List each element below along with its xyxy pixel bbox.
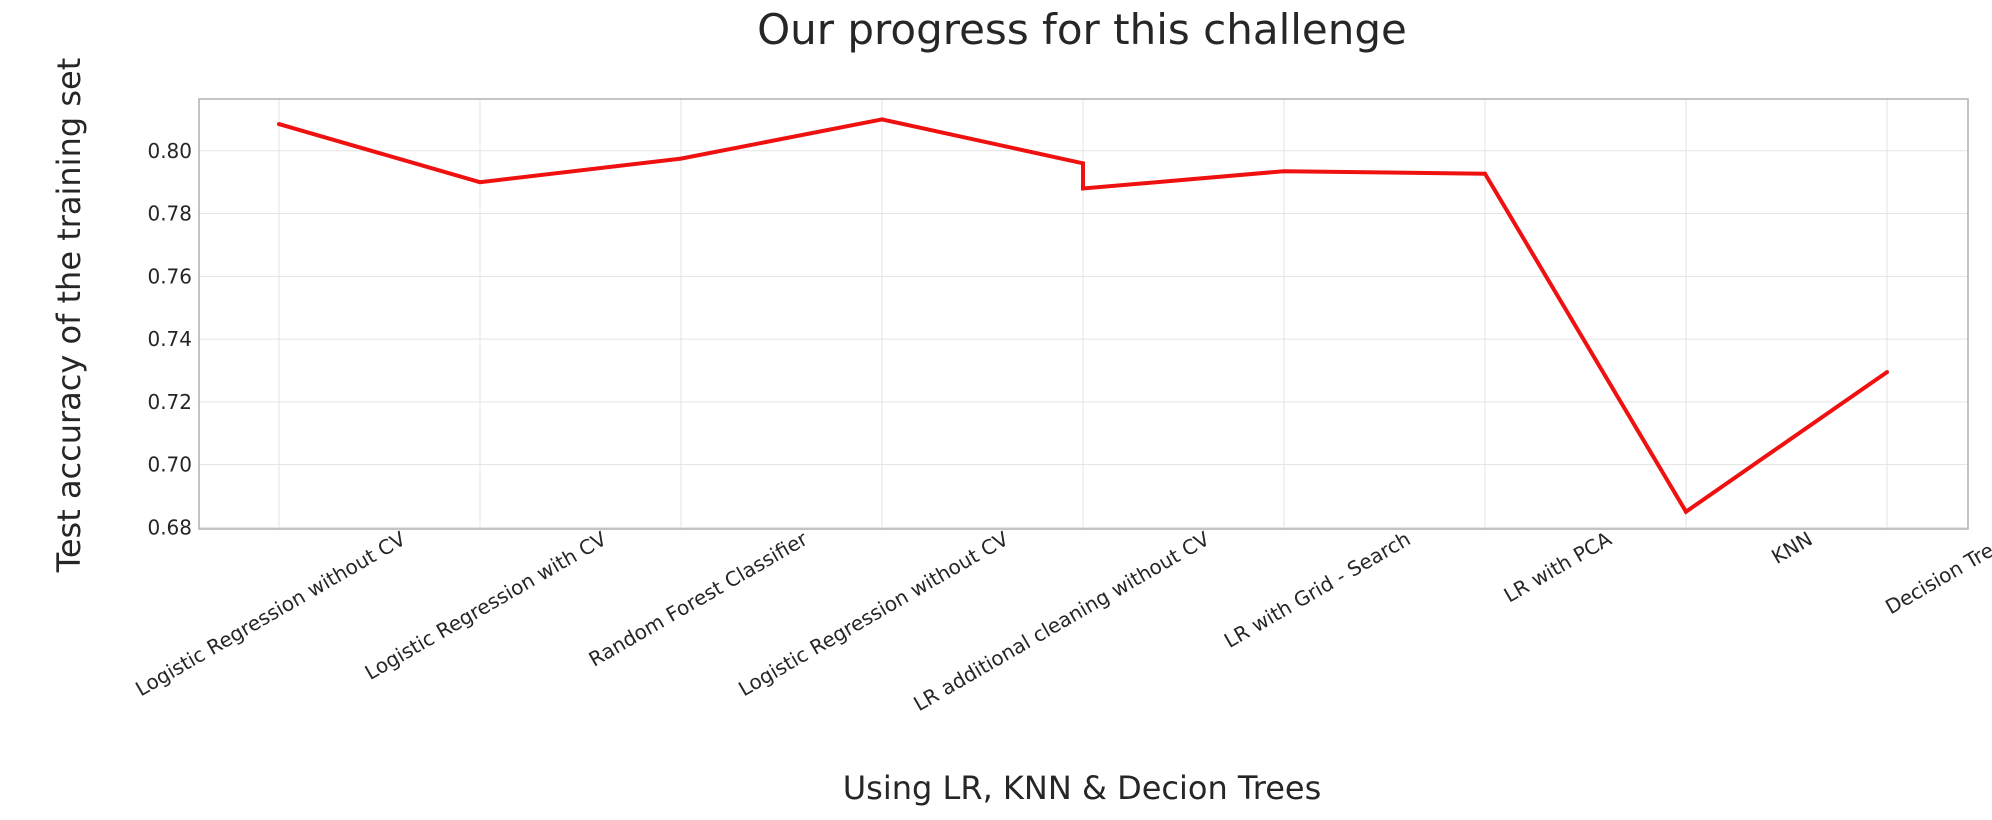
x-tick-label: Random Forest Classifier <box>585 526 813 671</box>
y-tick-label: 0.80 <box>147 139 192 163</box>
y-tick-label: 0.70 <box>147 453 192 477</box>
y-axis-label: Test accuracy of the training set <box>50 58 88 573</box>
data-point <box>1081 161 1085 166</box>
series-line <box>278 117 1889 515</box>
data-point <box>1282 169 1286 174</box>
y-tick-label: 0.74 <box>147 327 192 351</box>
data-point <box>277 122 281 127</box>
x-tick-label: LR with Grid - Search <box>1220 527 1415 653</box>
y-tick-label: 0.72 <box>147 390 192 414</box>
data-point <box>1684 509 1688 514</box>
data-point <box>1081 186 1085 191</box>
plot-area <box>198 98 1969 530</box>
series-points <box>277 117 1889 514</box>
x-tick-label: LR with PCA <box>1500 526 1616 607</box>
data-point <box>679 156 683 161</box>
chart-title: Our progress for this challenge <box>757 5 1407 54</box>
x-tick-label: Decision Trees <box>1881 527 1992 620</box>
y-axis-ticks: 0.68 0.70 0.72 0.74 0.76 0.78 0.80 <box>147 139 192 540</box>
y-tick-label: 0.78 <box>147 202 192 226</box>
y-tick-label: 0.76 <box>147 264 192 288</box>
x-tick-label: KNN <box>1767 527 1816 569</box>
data-point <box>1483 171 1487 176</box>
x-axis-label: Using LR, KNN & Decion Trees <box>843 769 1322 807</box>
data-point <box>1885 370 1889 375</box>
y-tick-label: 0.68 <box>147 515 192 539</box>
data-point <box>880 117 884 122</box>
data-point <box>478 180 482 185</box>
